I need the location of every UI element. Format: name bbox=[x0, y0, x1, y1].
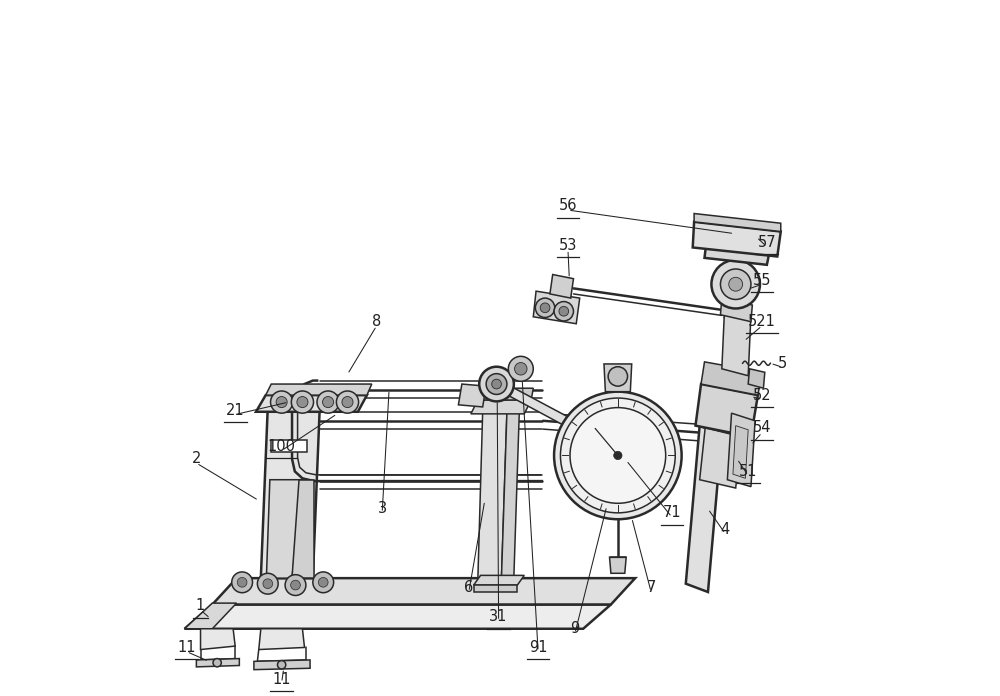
Text: 7: 7 bbox=[646, 580, 656, 594]
Polygon shape bbox=[261, 407, 320, 578]
Text: 100: 100 bbox=[268, 439, 296, 454]
Text: 11: 11 bbox=[177, 640, 196, 655]
Text: 53: 53 bbox=[559, 238, 577, 253]
Text: 4: 4 bbox=[721, 522, 730, 537]
Circle shape bbox=[323, 397, 334, 408]
Circle shape bbox=[720, 269, 751, 299]
Text: 8: 8 bbox=[372, 314, 381, 329]
Circle shape bbox=[297, 397, 308, 408]
Polygon shape bbox=[686, 426, 722, 592]
Circle shape bbox=[492, 379, 501, 389]
Text: 521: 521 bbox=[748, 314, 776, 329]
Circle shape bbox=[540, 303, 550, 313]
Polygon shape bbox=[196, 658, 239, 667]
Circle shape bbox=[318, 578, 328, 587]
Polygon shape bbox=[212, 578, 635, 605]
Circle shape bbox=[559, 306, 569, 316]
Circle shape bbox=[711, 260, 760, 308]
Circle shape bbox=[263, 579, 273, 589]
Circle shape bbox=[257, 574, 278, 594]
Polygon shape bbox=[720, 298, 752, 322]
Polygon shape bbox=[266, 384, 372, 395]
Circle shape bbox=[479, 367, 514, 402]
Circle shape bbox=[614, 451, 622, 459]
Circle shape bbox=[608, 367, 628, 386]
Polygon shape bbox=[471, 400, 531, 414]
Circle shape bbox=[560, 398, 675, 513]
Circle shape bbox=[313, 572, 334, 593]
Text: 56: 56 bbox=[559, 198, 577, 214]
Text: 3: 3 bbox=[378, 501, 387, 516]
Polygon shape bbox=[458, 384, 486, 407]
Circle shape bbox=[213, 658, 221, 667]
Text: 55: 55 bbox=[753, 273, 771, 287]
Polygon shape bbox=[694, 214, 781, 232]
Polygon shape bbox=[733, 426, 748, 478]
Text: 11: 11 bbox=[272, 672, 291, 687]
Polygon shape bbox=[748, 369, 765, 388]
Polygon shape bbox=[501, 409, 519, 580]
Text: 57: 57 bbox=[758, 235, 776, 250]
Polygon shape bbox=[474, 576, 524, 585]
Polygon shape bbox=[292, 480, 314, 578]
Circle shape bbox=[342, 397, 353, 408]
Circle shape bbox=[317, 391, 339, 413]
Polygon shape bbox=[478, 388, 533, 400]
Circle shape bbox=[291, 391, 314, 413]
Polygon shape bbox=[266, 480, 302, 578]
Polygon shape bbox=[610, 557, 626, 574]
Text: 21: 21 bbox=[226, 403, 245, 418]
Polygon shape bbox=[533, 291, 580, 324]
Polygon shape bbox=[700, 428, 741, 488]
Polygon shape bbox=[259, 628, 305, 649]
Text: 51: 51 bbox=[739, 464, 757, 479]
Polygon shape bbox=[695, 384, 758, 436]
Circle shape bbox=[291, 580, 300, 590]
Circle shape bbox=[277, 661, 286, 669]
Circle shape bbox=[336, 391, 359, 413]
Polygon shape bbox=[256, 395, 367, 412]
Circle shape bbox=[508, 356, 533, 381]
Polygon shape bbox=[500, 386, 582, 430]
Circle shape bbox=[237, 578, 247, 587]
Circle shape bbox=[276, 397, 287, 408]
Text: 9: 9 bbox=[570, 622, 579, 636]
Polygon shape bbox=[604, 364, 632, 392]
Circle shape bbox=[232, 572, 253, 593]
Text: 91: 91 bbox=[529, 640, 547, 655]
Polygon shape bbox=[271, 439, 307, 452]
Text: 52: 52 bbox=[753, 388, 771, 403]
Text: 31: 31 bbox=[489, 610, 508, 624]
Circle shape bbox=[729, 277, 743, 291]
Polygon shape bbox=[722, 308, 751, 376]
Text: 6: 6 bbox=[464, 580, 473, 594]
Polygon shape bbox=[701, 362, 762, 395]
Polygon shape bbox=[693, 222, 781, 257]
Circle shape bbox=[515, 363, 527, 375]
Text: 54: 54 bbox=[753, 420, 771, 435]
Text: 2: 2 bbox=[192, 452, 201, 466]
Text: 5: 5 bbox=[778, 356, 787, 371]
Text: 71: 71 bbox=[663, 505, 681, 521]
Polygon shape bbox=[201, 628, 235, 649]
Polygon shape bbox=[727, 413, 755, 487]
Polygon shape bbox=[478, 412, 507, 580]
Circle shape bbox=[554, 301, 573, 321]
Polygon shape bbox=[254, 660, 310, 670]
Circle shape bbox=[285, 575, 306, 596]
Polygon shape bbox=[705, 241, 770, 264]
Polygon shape bbox=[185, 605, 611, 628]
Polygon shape bbox=[550, 274, 573, 298]
Text: 1: 1 bbox=[196, 599, 205, 613]
Circle shape bbox=[535, 298, 555, 317]
Circle shape bbox=[570, 408, 666, 503]
Circle shape bbox=[271, 391, 293, 413]
Polygon shape bbox=[185, 603, 237, 628]
Polygon shape bbox=[474, 585, 517, 592]
Circle shape bbox=[554, 392, 682, 519]
Circle shape bbox=[486, 374, 507, 395]
